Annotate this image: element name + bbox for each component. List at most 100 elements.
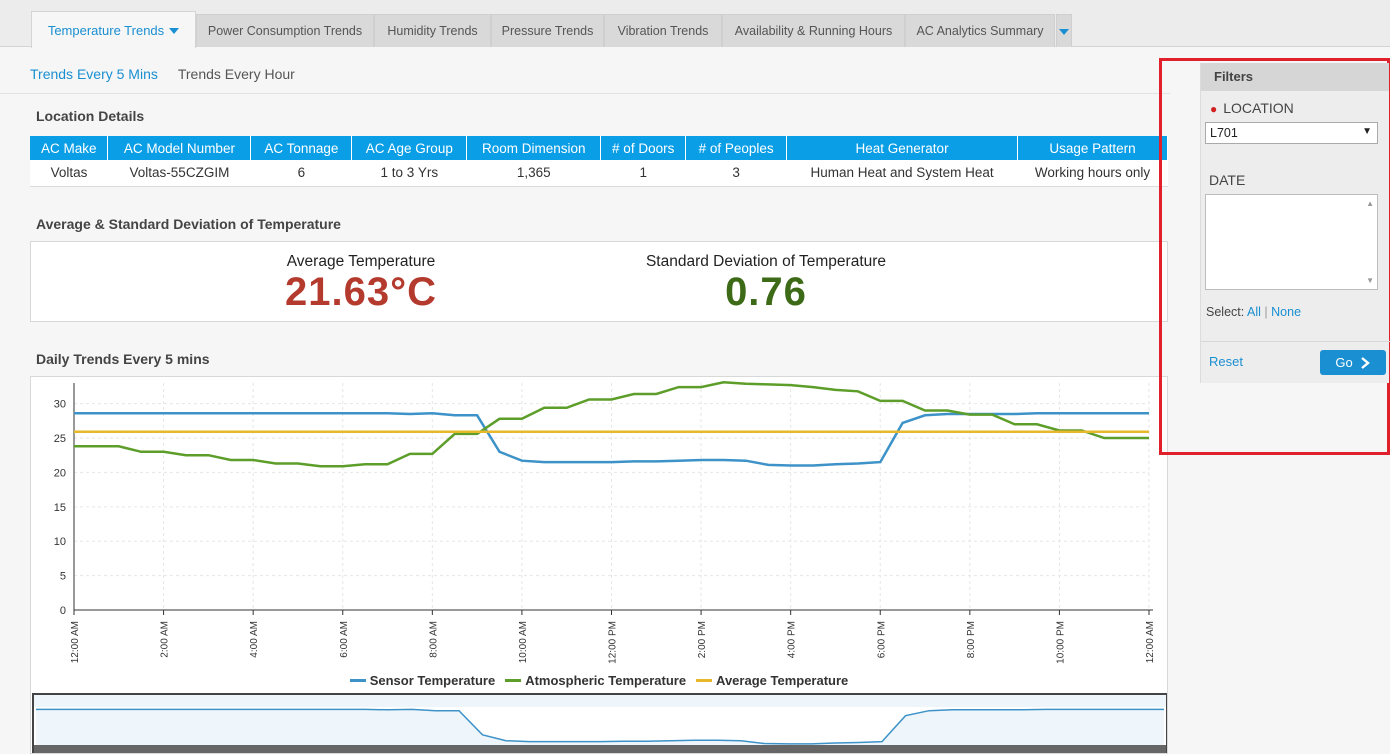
y-tick-label: 0	[60, 605, 66, 617]
divider	[1201, 341, 1390, 342]
tab-humidity-trends[interactable]: Humidity Trends	[374, 14, 491, 47]
legend-item[interactable]: Sensor Temperature	[349, 673, 496, 688]
x-tick-label: 6:00 PM	[876, 621, 887, 658]
std-deviation-value: 0.76	[725, 270, 807, 314]
tab-label: Availability & Running Hours	[734, 24, 893, 38]
column-header: AC Age Group	[351, 136, 468, 160]
std-deviation-stat: Standard Deviation of Temperature 0.76	[621, 253, 911, 313]
x-tick-label: 12:00 PM	[608, 621, 619, 664]
chevron-right-icon	[1360, 356, 1370, 369]
x-tick-label: 12:00 AM	[70, 621, 81, 663]
x-tick-label: 2:00 PM	[697, 621, 708, 658]
table-cell: 1 to 3 Yrs	[351, 160, 467, 187]
tab-label: AC Analytics Summary	[916, 24, 1044, 38]
x-tick-label: 6:00 AM	[339, 621, 350, 658]
std-deviation-label: Standard Deviation of Temperature	[645, 253, 887, 270]
column-header: Usage Pattern	[1017, 136, 1169, 160]
column-header: # of Peoples	[685, 136, 788, 160]
tab-availability-running-hours[interactable]: Availability & Running Hours	[722, 14, 905, 47]
tab-label: Humidity Trends	[387, 24, 478, 38]
stats-panel: Average Temperature 21.63°C Standard Dev…	[30, 241, 1168, 322]
line-chart-svg: 12:00 AM 2:00 AM 4:00 AM 6:00 AM 8:00 AM 10:0…	[54, 381, 1156, 664]
select-all-link[interactable]: All	[1247, 305, 1261, 319]
navigator-line	[36, 708, 1164, 745]
subtab-trends-hour[interactable]: Trends Every Hour	[177, 66, 295, 82]
x-tick-label: 10:00 PM	[1055, 621, 1066, 664]
table-cell: 6	[250, 160, 352, 187]
scroll-up-icon[interactable]: ▲	[1366, 199, 1374, 208]
select-label: Select:	[1206, 305, 1245, 319]
more-tabs-button[interactable]	[1056, 14, 1072, 47]
table-header-row: AC Make AC Model Number AC Tonnage AC Ag…	[30, 136, 1169, 160]
tab-label: Vibration Trends	[617, 24, 709, 38]
legend-label: Sensor Temperature	[369, 673, 496, 688]
chart-title: Daily Trends Every 5 mins	[36, 351, 210, 367]
legend-item[interactable]: Average Temperature	[696, 673, 848, 688]
average-temperature-label: Average Temperature	[286, 253, 436, 270]
chart-navigator[interactable]	[32, 693, 1167, 753]
series-line-1	[74, 381, 1149, 468]
legend-swatch	[696, 679, 713, 682]
column-header: AC Tonnage	[250, 136, 353, 160]
select-links: Select: All | None	[1206, 305, 1301, 319]
filters-title: Filters	[1201, 63, 1389, 91]
subtabs: Trends Every 5 Mins Trends Every Hour	[30, 66, 295, 82]
tab-label: Power Consumption Trends	[207, 24, 363, 38]
chevron-down-icon	[1059, 29, 1069, 35]
date-list[interactable]: ▲ ▼	[1205, 194, 1378, 290]
tab-power-consumption-trends[interactable]: Power Consumption Trends	[196, 14, 374, 47]
table-cell: 3	[685, 160, 787, 187]
legend-item[interactable]: Atmospheric Temperature	[505, 673, 686, 688]
location-label: LOCATION	[1223, 100, 1294, 116]
location-filter-label: ● LOCATION	[1210, 100, 1294, 118]
chart-legend: Sensor Temperature Atmospheric Temperatur…	[31, 673, 1167, 688]
average-temperature-stat: Average Temperature 21.63°C	[241, 253, 481, 313]
x-tick-label: 4:00 PM	[787, 621, 798, 658]
navigator-svg	[34, 695, 1166, 753]
chevron-down-icon	[169, 28, 180, 34]
tab-pressure-trends[interactable]: Pressure Trends	[491, 14, 604, 47]
x-tick-label: 10:00 AM	[518, 621, 529, 663]
tab-ac-analytics-summary[interactable]: AC Analytics Summary	[905, 14, 1055, 47]
tab-label: Temperature Trends	[47, 22, 165, 38]
table-cell: 1	[600, 160, 686, 187]
date-label: DATE	[1209, 172, 1246, 188]
column-header: AC Model Number	[107, 136, 252, 160]
required-dot-icon: ●	[1210, 102, 1218, 116]
legend-label: Average Temperature	[716, 673, 849, 688]
location-details-title: Location Details	[36, 108, 145, 124]
column-header: # of Doors	[600, 136, 687, 160]
navigator-scrollbar	[34, 745, 1166, 753]
legend-swatch	[505, 679, 522, 682]
x-tick-label: 12:00 AM	[1145, 621, 1156, 663]
table-cell: Voltas-55CZGIM	[107, 160, 251, 187]
average-temperature-value: 21.63°C	[285, 270, 437, 314]
scroll-down-icon[interactable]: ▼	[1366, 276, 1374, 285]
column-header: AC Make	[30, 136, 109, 160]
subtab-trends-5-mins[interactable]: Trends Every 5 Mins	[30, 66, 158, 82]
location-select[interactable]: L701 ▼	[1205, 122, 1378, 144]
tab-bar: Temperature Trends Power Consumption Tre…	[0, 0, 1390, 48]
y-tick-label: 15	[54, 502, 66, 514]
y-tick-label: 30	[54, 399, 66, 411]
y-tick-label: 25	[54, 433, 66, 445]
tab-temperature-trends[interactable]: Temperature Trends	[31, 11, 196, 48]
select-none-link[interactable]: None	[1271, 305, 1302, 319]
filters-panel: Filters ● LOCATION L701 ▼ DATE ▲ ▼ Select…	[1200, 63, 1390, 383]
tab-vibration-trends[interactable]: Vibration Trends	[604, 14, 722, 47]
location-select-value: L701	[1210, 126, 1238, 140]
trend-chart: 12:00 AM 2:00 AM 4:00 AM 6:00 AM 8:00 AM 10:0…	[30, 376, 1168, 754]
go-button-label: Go	[1335, 355, 1353, 370]
column-header: Room Dimension	[466, 136, 602, 160]
separator: |	[1264, 305, 1268, 319]
reset-link[interactable]: Reset	[1209, 354, 1243, 369]
table-cell: Human Heat and System Heat	[786, 160, 1018, 187]
navigator-selection	[34, 695, 1166, 707]
location-details-table: AC Make AC Model Number AC Tonnage AC Ag…	[30, 136, 1169, 187]
table-cell: 1,365	[466, 160, 601, 187]
table-row: Voltas Voltas-55CZGIM 6 1 to 3 Yrs 1,365…	[30, 160, 1168, 187]
y-tick-label: 20	[54, 467, 66, 479]
x-tick-label: 2:00 AM	[160, 621, 171, 658]
go-button[interactable]: Go	[1320, 350, 1386, 375]
y-tick-label: 5	[60, 571, 66, 583]
